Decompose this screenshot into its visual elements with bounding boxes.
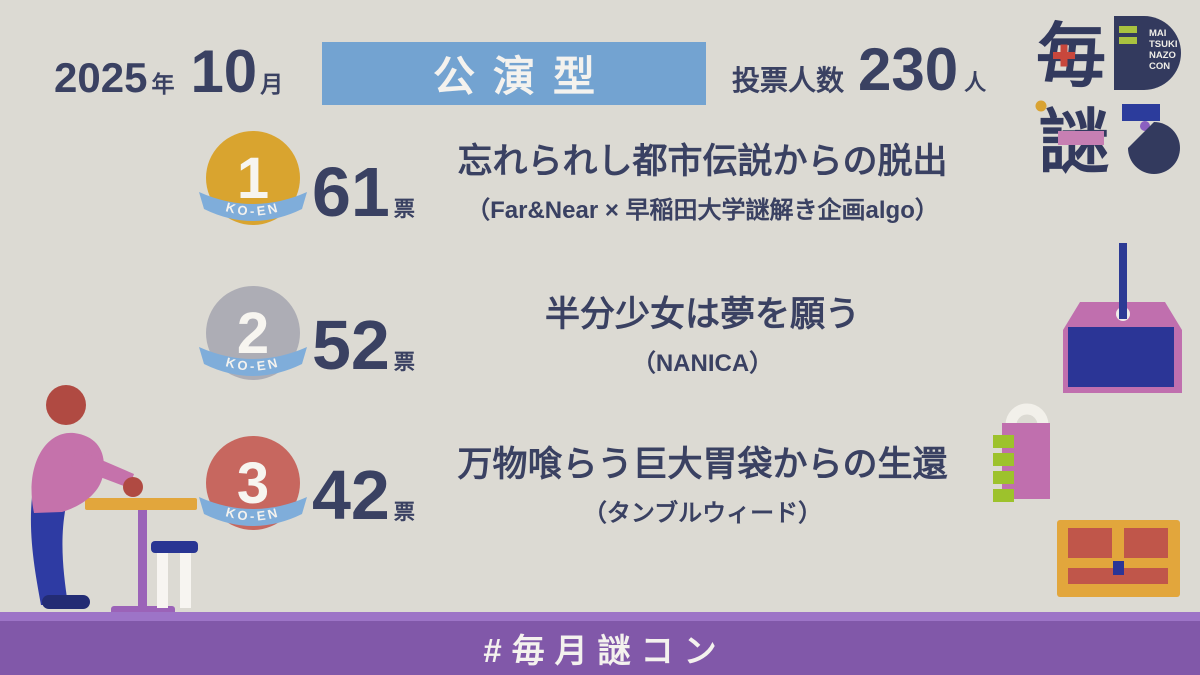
rank-2-entry: 半分少女は夢を願う （NANICA） — [430, 295, 975, 378]
rank-3-badge: KO-EN 3 — [199, 436, 307, 530]
svg-text:MAI: MAI — [1149, 28, 1166, 39]
chest-front-panel — [1068, 568, 1168, 584]
rank-3-votes: 42 票 — [312, 456, 415, 534]
rank-1-badge: KO-EN 1 — [199, 131, 307, 225]
rank-2-votes: 52 票 — [312, 306, 415, 384]
logo-green-bar — [1119, 26, 1137, 33]
footer-hashtag: #毎月謎コン — [483, 632, 727, 669]
rank-2-ribbon — [199, 347, 307, 376]
voters-unit: 人 — [964, 70, 987, 95]
rank-1-votes: 61 票 — [312, 153, 415, 231]
rank-2-ribbon-label: KO-EN — [224, 354, 282, 373]
person-arm — [71, 449, 134, 488]
rank-3-ribbon-label: KO-EN — [224, 504, 282, 523]
stool-leg — [180, 550, 191, 608]
padlock-dials — [993, 435, 1014, 502]
puzzle-props-illustration — [993, 243, 1182, 597]
date-year: 2025 — [54, 54, 148, 101]
rank-2-votes-unit: 票 — [393, 351, 415, 374]
rank-3-ribbon — [199, 497, 307, 526]
rank-2-medal-circle — [206, 286, 300, 380]
red-cross-icon — [1053, 44, 1075, 67]
table-leg — [138, 508, 147, 608]
rank-3-entry: 万物喰らう巨大胃袋からの生還 （タンブルウィード） — [430, 445, 975, 528]
table-top — [85, 498, 197, 510]
padlock-shackle — [1005, 403, 1049, 426]
chest-lid-panel-left — [1068, 528, 1112, 558]
logo-fan-shape — [1128, 122, 1180, 174]
sign-panel — [1068, 327, 1174, 387]
category-banner: 公演型 — [322, 42, 706, 105]
person-at-table-illustration — [30, 385, 198, 615]
voters-label: 投票人数 — [732, 65, 845, 96]
rank-1-votes-number: 61 — [312, 153, 390, 231]
person-head — [46, 385, 86, 425]
logo-blue-bar — [1122, 104, 1160, 121]
rank-2-votes-number: 52 — [312, 306, 390, 384]
rank-1-title: 忘れられし都市伝説からの脱出 — [457, 142, 948, 181]
category-label: 公演型 — [432, 53, 613, 100]
person-torso — [31, 432, 104, 513]
date-month: 10 — [190, 38, 258, 105]
date-year-unit: 年 — [151, 71, 175, 97]
person-legs — [30, 497, 68, 605]
rank-2-title: 半分少女は夢を願う — [544, 295, 860, 334]
rank-3-votes-number: 42 — [312, 456, 390, 534]
chest-lid-panel-right — [1124, 528, 1168, 558]
rank-1-medal-circle — [206, 131, 300, 225]
footer-hashtag-bar: #毎月謎コン — [0, 621, 1200, 675]
date-heading: 2025 年 10 月 — [54, 42, 283, 102]
maitsuki-nazocon-logo: 毎 MAI TSUKI NAZO CON 謎 — [1035, 16, 1181, 178]
rank-1-subtitle: （Far&Near × 早稲田大学謎解き企画algo） — [466, 196, 939, 224]
svg-text:CON: CON — [1149, 61, 1170, 72]
rank-3-title: 万物喰らう巨大胃袋からの生還 — [457, 445, 948, 484]
stool-leg — [157, 550, 168, 608]
sign-rod-tip — [1119, 295, 1127, 319]
rank-1-ribbon-label: KO-EN — [224, 199, 282, 218]
logo-moon-shape — [1114, 16, 1181, 90]
rank-3-medal-circle — [206, 436, 300, 530]
rank-1-number: 1 — [237, 146, 269, 211]
rank-3-number: 3 — [237, 451, 269, 516]
logo-green-bar — [1119, 37, 1137, 44]
voters-heading: 投票人数 230 人 — [732, 40, 986, 100]
ball-on-table — [123, 477, 143, 497]
rank-2-badge: KO-EN 2 — [199, 286, 307, 380]
rank-3-votes-unit: 票 — [393, 501, 415, 524]
rank-1-votes-unit: 票 — [393, 198, 415, 221]
stool-seat — [151, 541, 198, 553]
logo-roman-text: MAI TSUKI NAZO CON — [1149, 28, 1178, 72]
logo-pink-bar — [1058, 131, 1104, 145]
rank-3-subtitle: （タンブルウィード） — [582, 499, 823, 527]
rank-1-ribbon — [199, 192, 307, 221]
svg-text:NAZO: NAZO — [1149, 50, 1176, 61]
logo-gold-dot — [1035, 100, 1047, 112]
rank-2-subtitle: （NANICA） — [631, 349, 774, 377]
chest-clasp — [1113, 561, 1124, 575]
svg-text:TSUKI: TSUKI — [1149, 39, 1178, 50]
footer-accent-strip — [0, 612, 1200, 621]
voters-count: 230 — [858, 36, 959, 103]
rank-1-entry: 忘れられし都市伝説からの脱出 （Far&Near × 早稲田大学謎解き企画alg… — [430, 142, 975, 225]
rank-2-number: 2 — [237, 301, 269, 366]
person-shoe — [42, 595, 90, 609]
sign-rod — [1119, 243, 1127, 305]
date-month-unit: 月 — [260, 71, 284, 97]
